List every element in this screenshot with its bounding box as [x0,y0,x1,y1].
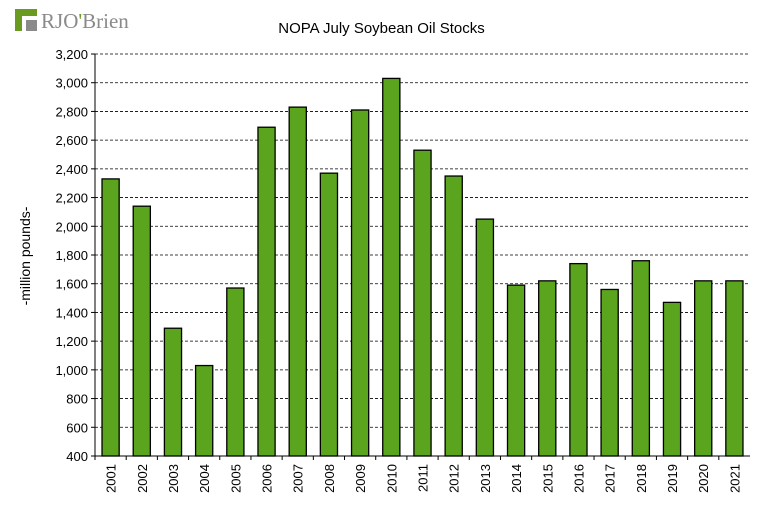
y-tick-label: 600 [66,420,88,435]
y-tick-label: 1,000 [55,363,88,378]
y-tick-label: 3,200 [55,47,88,62]
x-tick-label: 2008 [322,464,337,493]
bar [163,327,183,457]
x-tick-label: 2018 [634,464,649,493]
bar [538,280,557,457]
x-tick-label: 2019 [665,464,680,493]
bar [288,106,307,457]
x-tick-label: 2020 [696,464,711,493]
x-tick-label: 2016 [571,464,586,493]
x-tick-labels: 2001 2002 2003 2004 2005 2006 2007 2008 2009 2010… [104,464,743,493]
x-tick-label: 2013 [478,464,493,493]
x-tick-label: 2002 [135,464,150,493]
y-tick-label: 2,800 [55,104,88,119]
bar [350,109,370,457]
x-tick-label: 2015 [540,464,555,493]
y-tick-label: 2,600 [55,133,88,148]
bar [444,175,463,457]
x-tick-label: 2003 [166,464,181,493]
bar [506,284,526,457]
x-tick-label: 2021 [727,464,742,493]
logo-letter-r: R [41,9,55,33]
bar [693,280,713,457]
x-tick-label: 2001 [104,464,119,493]
bar [257,126,276,457]
bar [194,364,214,457]
bar [382,77,401,457]
bar [226,287,245,457]
logo-letters-brien: Brien [82,9,129,33]
company-logo: RJO'Brien [15,9,129,33]
x-tick-label: 2017 [603,464,618,493]
logo-apostrophe: ' [78,9,82,33]
bar [319,172,339,457]
chart-title: NOPA July Soybean Oil Stocks [278,20,485,37]
x-tick-label: 2010 [384,464,399,493]
y-tick-label: 1,600 [55,277,88,292]
x-tick-label: 2004 [197,464,212,493]
x-tick-label: 2009 [353,464,368,493]
axes [94,54,750,457]
x-tick-label: 2005 [228,464,243,493]
logo-letters-jo: JO [55,9,78,33]
x-tick-label: 2014 [509,464,524,493]
y-tick-label: 2,400 [55,162,88,177]
bar [725,280,744,457]
y-tick-label: 2,000 [55,219,88,234]
y-tick-labels: 400 600 800 1,000 1,200 1,400 1,600 1,800 2,000 2… [55,47,88,464]
y-tick-label: 2,200 [55,191,88,206]
bar [132,205,152,457]
y-tick-label: 800 [66,392,88,407]
x-tick-label: 2006 [260,464,275,493]
y-tick-label: 1,400 [55,305,88,320]
bars [101,77,744,457]
y-tick-label: 1,200 [55,334,88,349]
y-tick-label: 400 [66,449,88,464]
y-tick-label: 3,000 [55,76,88,91]
logo-wordmark: RJO'Brien [41,9,129,33]
bar [600,288,619,457]
y-tick-label: 1,800 [55,248,88,263]
logo-mark-notch [26,20,37,31]
bar [101,178,120,457]
bar [413,149,432,457]
bar [662,301,682,457]
bar [631,260,651,457]
y-axis-title: -million pounds- [17,206,33,305]
x-tick-label: 2012 [447,464,462,493]
x-tick-label: 2011 [416,464,431,492]
bar [569,262,588,457]
x-tick-label: 2007 [291,464,306,493]
bar [475,218,495,457]
